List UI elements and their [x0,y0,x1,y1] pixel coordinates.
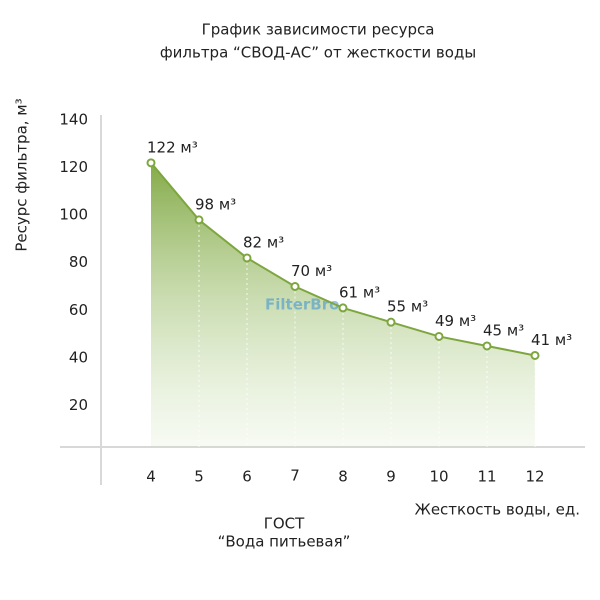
y-tick-label: 20 [69,396,88,414]
y-tick-label: 120 [59,158,88,176]
point [146,158,156,168]
watermark: FilterBro [265,296,339,314]
annotation: ГОСТ [264,515,305,533]
value-label: 49 м³ [435,312,476,330]
y-tick-label: 100 [59,206,88,224]
point [290,282,300,291]
x-axis-label: Жесткость воды, ед. [415,501,580,519]
y-axis-label: Ресурс фильтра, м³ [13,98,31,251]
x-tick-label: 7 [290,467,300,485]
point [482,341,492,351]
value-label: 55 м³ [387,298,428,316]
x-tick-label: 5 [194,468,204,486]
area [151,162,535,448]
annotation: “Вода питьевая” [218,533,351,551]
chart-title: График зависимости ресурса [202,21,435,39]
x-tick-label: 10 [429,468,448,486]
x-tick-label: 6 [242,468,252,486]
value-label: 98 м³ [195,195,236,213]
value-label: 41 м³ [531,331,572,349]
x-tick-label: 8 [338,468,348,486]
y-tick-label: 60 [69,301,88,319]
y-tick-label: 140 [59,111,88,129]
point [242,253,252,263]
point [338,303,348,313]
y-tick-label: 80 [69,253,88,271]
value-label: 70 м³ [291,262,332,280]
chart-title: фильтра “СВОД-АС” от жесткости воды [160,44,476,62]
value-label: 122 м³ [147,138,198,156]
x-tick-label: 4 [146,468,156,486]
x-tick-label: 11 [477,468,496,486]
y-tick-label: 40 [69,348,88,366]
value-label: 61 м³ [339,283,380,301]
x-tick-label: 9 [386,468,396,486]
value-label: 45 м³ [483,321,524,339]
point [194,215,204,225]
value-label: 82 м³ [243,233,284,251]
point [386,317,396,327]
point [434,331,444,341]
point [530,350,540,360]
x-tick-label: 12 [525,468,544,486]
